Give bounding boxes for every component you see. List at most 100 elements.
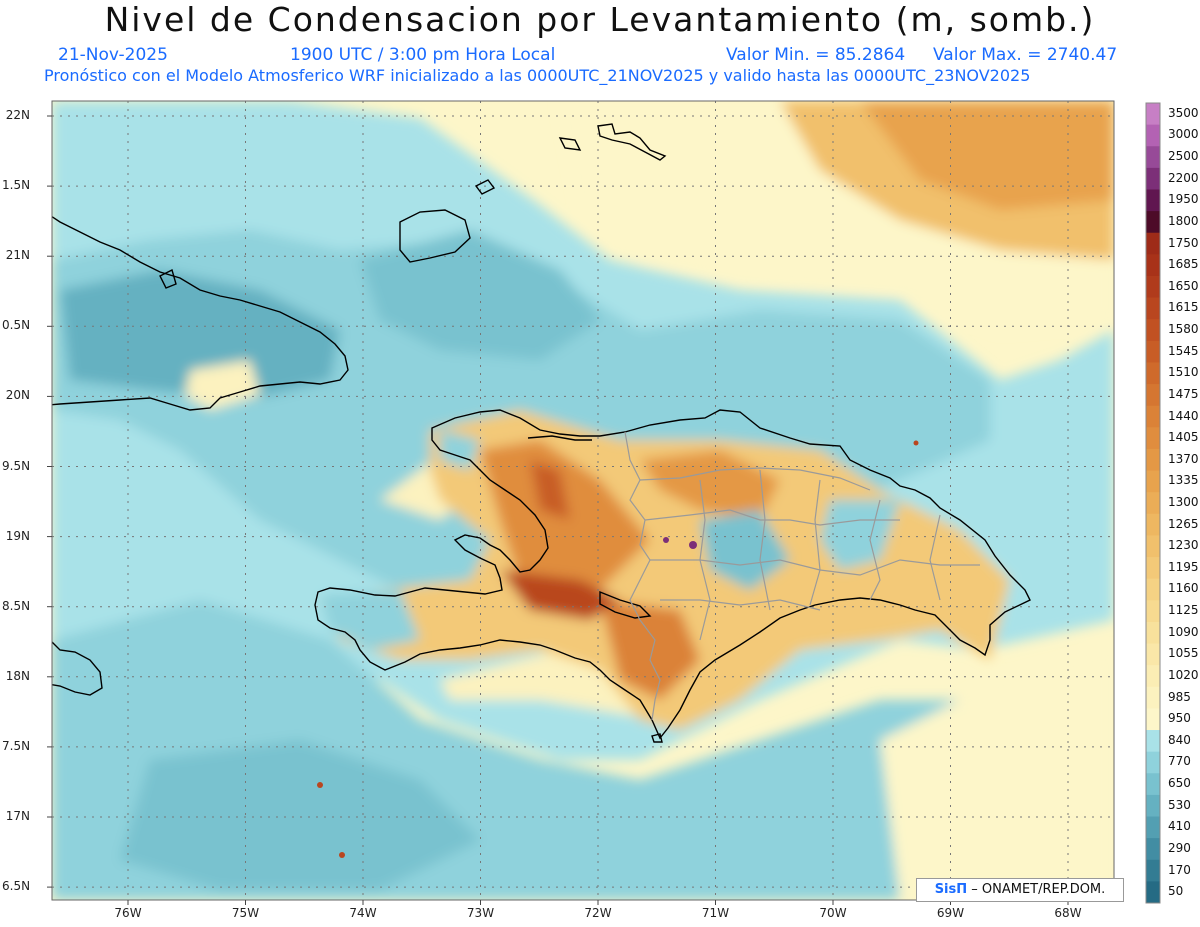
colorbar-label: 840 <box>1168 732 1191 747</box>
colorbar-swatch <box>1146 362 1160 385</box>
graticule <box>52 101 1114 900</box>
colorbar-swatch <box>1146 751 1160 774</box>
colorbar-swatch <box>1146 297 1160 320</box>
colorbar-swatch <box>1146 773 1160 796</box>
colorbar-swatch <box>1146 319 1160 342</box>
colorbar-label: 1950 <box>1168 192 1199 207</box>
tortuga-coast <box>527 435 592 441</box>
land-cool-4 <box>820 500 900 570</box>
plot-frame <box>51 100 1115 901</box>
colorbar-swatch <box>1146 686 1160 709</box>
colorbar-swatch <box>1146 578 1160 601</box>
hispaniola-coast <box>314 409 1031 740</box>
colorbar-swatch <box>1146 557 1160 580</box>
colorbar-swatch <box>1146 859 1160 882</box>
y-tick-label: 20N <box>5 388 30 403</box>
colorbar-label: 3000 <box>1168 127 1199 142</box>
min-value: Valor Min. = 85.2864 <box>726 45 906 65</box>
x-tick-label: 73W <box>466 906 495 920</box>
colorbar-swatch <box>1146 189 1160 212</box>
y-tick-label: 18N <box>5 668 30 683</box>
colorbar-label: 1265 <box>1168 516 1199 531</box>
y-tick-label: 9.5N <box>2 458 31 473</box>
sea-deep-south <box>120 740 480 890</box>
orange-northeast-core <box>860 101 1114 210</box>
colorbar-swatch <box>1146 448 1160 472</box>
colorbar-swatch <box>1146 167 1160 190</box>
colorbar-swatch <box>1146 211 1160 234</box>
y-tick-label: 8.5N <box>2 598 31 613</box>
colorbar-label: 530 <box>1168 797 1191 812</box>
colorbar-label: 1510 <box>1168 365 1199 380</box>
colorbar-swatch <box>1146 124 1160 147</box>
land-dark-2 <box>530 460 570 520</box>
colorbar-label: 1650 <box>1168 278 1199 293</box>
colorbar-label: 950 <box>1168 711 1191 726</box>
colorbar-swatch <box>1146 405 1160 428</box>
colorbar <box>1145 102 1161 904</box>
colorbar-label: 1090 <box>1168 624 1199 639</box>
y-tick-label: 0.5N <box>2 318 31 333</box>
colorbar-label: 1545 <box>1168 343 1199 358</box>
beata-island <box>651 733 663 743</box>
land-cool <box>700 510 790 590</box>
colorbar-label: 1685 <box>1168 257 1199 272</box>
coastlines <box>52 123 1031 743</box>
x-tick-label: 74W <box>349 906 377 920</box>
max-value: Valor Max. = 2740.47 <box>933 45 1118 65</box>
y-tick-label: 21N <box>5 248 30 263</box>
land-dark <box>500 570 620 620</box>
y-tick-label: 7.5N <box>2 738 31 753</box>
credit-text: – ONAMET/REP.DOM. <box>971 882 1106 897</box>
colorbar-label: 1335 <box>1168 473 1199 488</box>
colorbar-swatch <box>1146 492 1160 515</box>
colorbar-label: 1300 <box>1168 495 1199 509</box>
turks-caicos <box>558 123 667 161</box>
mayaguana <box>474 179 496 195</box>
colorbar-swatch <box>1146 730 1160 753</box>
sispi-logo: SisΠ <box>934 882 968 897</box>
inagua-island <box>399 209 471 263</box>
colorbar-swatch <box>1146 513 1160 536</box>
colorbar-swatch <box>1146 275 1160 299</box>
colorbar-swatch <box>1146 816 1160 839</box>
colorbar-swatch <box>1146 621 1160 645</box>
x-tick-label: 68W <box>1054 906 1082 920</box>
colorbar-swatch <box>1146 708 1160 731</box>
colorbar-swatch <box>1146 254 1160 277</box>
colorbar-swatch <box>1146 665 1160 688</box>
colorbar-swatch <box>1146 470 1160 493</box>
colorbar-label: 985 <box>1168 689 1191 704</box>
colorbar-label: 2500 <box>1168 149 1199 164</box>
forecast-date: 21-Nov-2025 <box>58 45 168 65</box>
land-orange-2 <box>640 450 780 520</box>
colorbar-label: 1615 <box>1168 300 1199 315</box>
colorbar-label: 1580 <box>1168 322 1199 337</box>
colorbar-swatch <box>1146 794 1160 818</box>
colorbar-frame <box>1145 102 1161 904</box>
land-orange <box>480 440 650 610</box>
colorbar-label: 3500 <box>1168 105 1199 120</box>
jamaica-coast <box>52 641 103 696</box>
colorbar-swatch <box>1146 146 1160 169</box>
sea-deep-patch <box>60 270 340 400</box>
colorbar-swatch <box>1146 881 1160 904</box>
colorbar-label: 1055 <box>1168 646 1199 661</box>
colorbar-label: 1800 <box>1168 213 1199 228</box>
model-subtitle: Pronóstico con el Modelo Atmosferico WRF… <box>44 66 1031 85</box>
cuba-coast <box>52 215 349 411</box>
small-island <box>159 268 177 289</box>
colorbar-label: 1370 <box>1168 451 1199 466</box>
credit-box: SisΠ – ONAMET/REP.DOM. <box>916 878 1124 902</box>
x-tick-label: 72W <box>584 906 612 920</box>
gonave-island <box>599 590 652 619</box>
colorbar-label: 1440 <box>1168 408 1199 423</box>
yellow-southeast <box>880 650 1114 900</box>
colorbar-label: 410 <box>1168 819 1191 834</box>
y-tick-label: 22N <box>5 108 30 122</box>
land-cool-3 <box>320 590 420 650</box>
cuba-yellow <box>185 360 260 410</box>
axis-ticks <box>47 115 1069 905</box>
colorbar-swatch <box>1146 643 1160 666</box>
